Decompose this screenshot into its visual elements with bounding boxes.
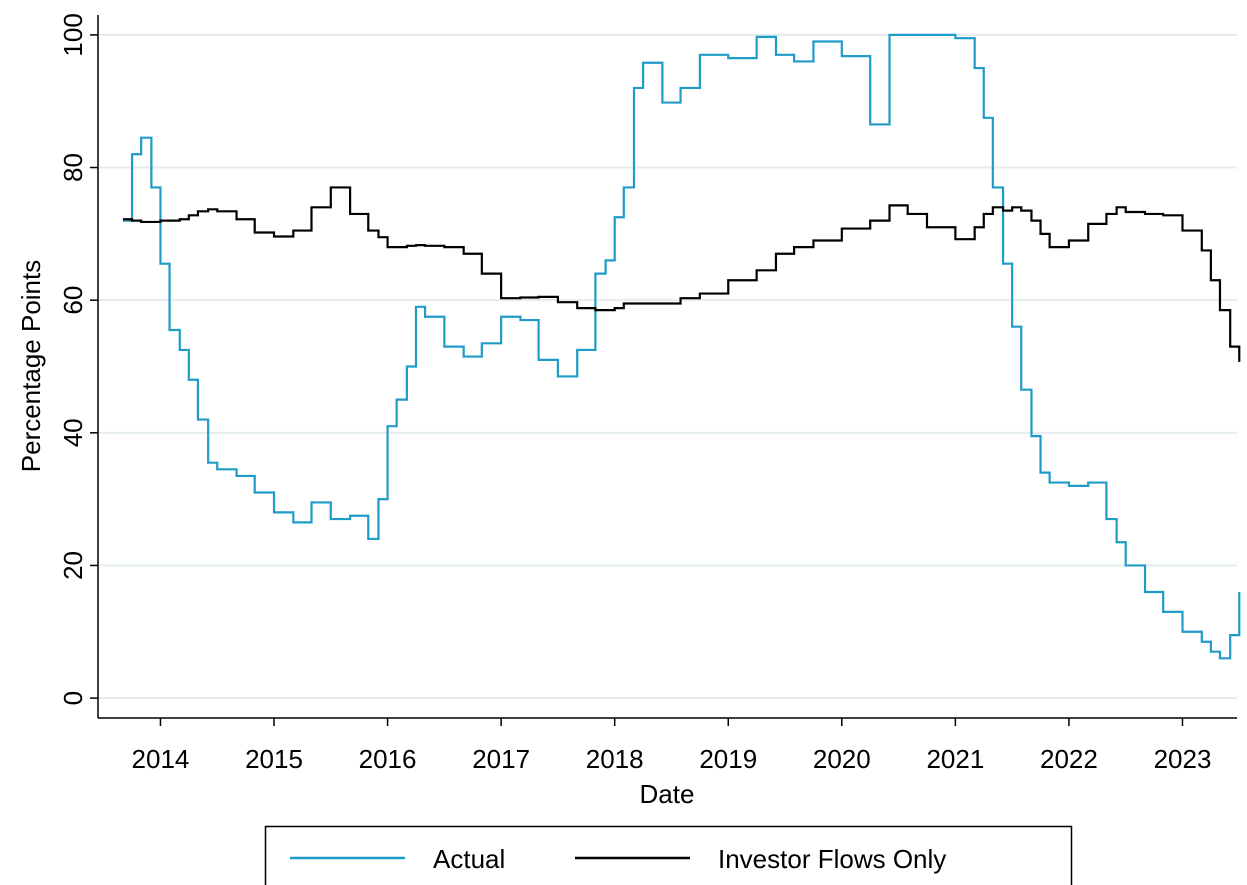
x-tick-label: 2014 [132,744,190,774]
y-axis-label: Percentage Points [16,260,46,472]
y-tick-label: 20 [58,551,88,580]
x-tick-label: 2020 [813,744,871,774]
x-tick-label: 2021 [926,744,984,774]
legend-box [264,825,1073,885]
x-tick-label: 2022 [1040,744,1098,774]
legend-label: Actual [433,844,505,874]
data-line [122,186,1241,362]
y-tick-label: 80 [58,153,88,182]
x-tick-label: 2019 [699,744,757,774]
x-tick-label: 2015 [245,744,303,774]
y-tick-label: 40 [58,418,88,447]
y-tick-label: 0 [58,691,88,705]
y-tick-label: 100 [58,13,88,56]
x-tick-label: 2016 [359,744,417,774]
x-tick-label: 2023 [1154,744,1212,774]
x-tick-label: 2018 [586,744,644,774]
data-line [122,33,1241,660]
x-axis-label: Date [640,779,695,809]
legend-label: Investor Flows Only [718,844,946,874]
x-tick-label: 2017 [472,744,530,774]
y-tick-label: 60 [58,286,88,315]
